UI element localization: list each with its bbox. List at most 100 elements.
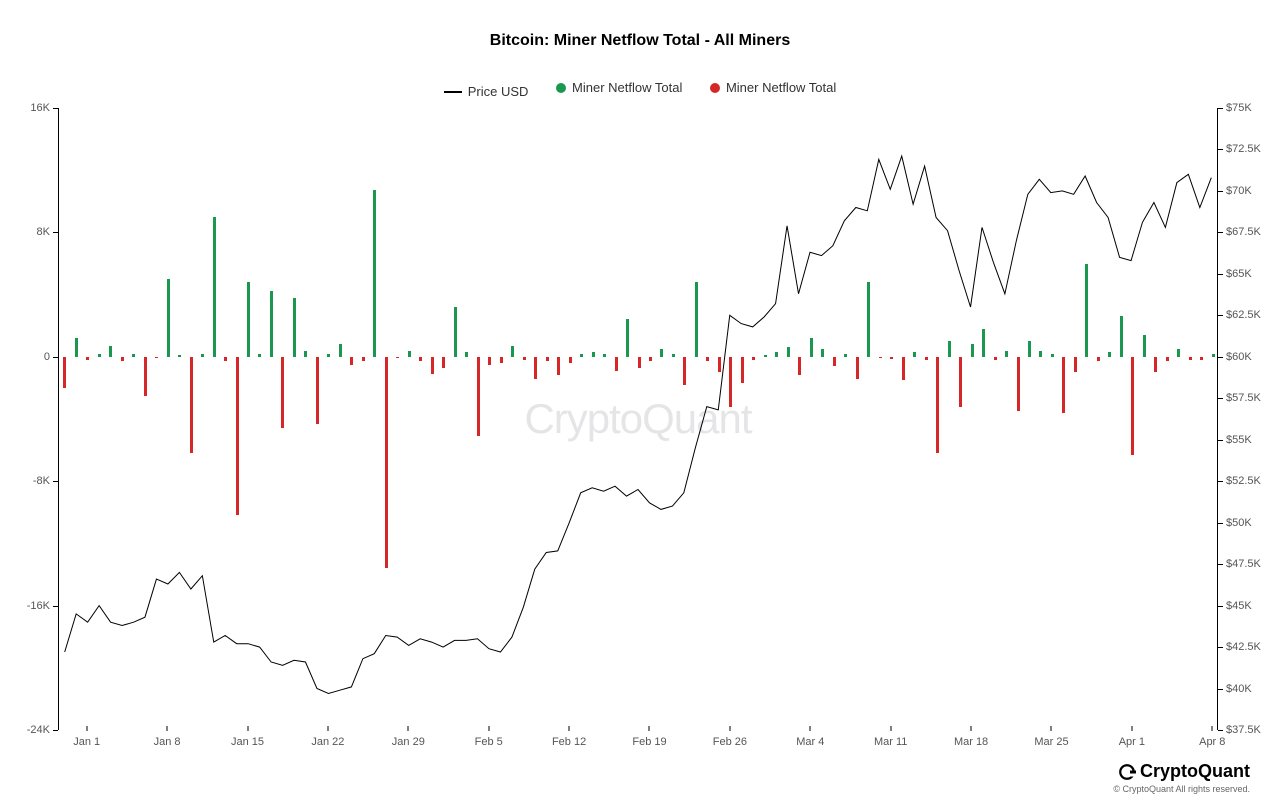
netflow-bar bbox=[247, 282, 250, 357]
plot-area: CryptoQuant bbox=[58, 108, 1218, 730]
x-axis-label: Mar 25 bbox=[1034, 736, 1068, 748]
netflow-bar bbox=[821, 349, 824, 357]
netflow-bar bbox=[890, 357, 893, 359]
netflow-bar bbox=[327, 354, 330, 357]
netflow-bar bbox=[1039, 351, 1042, 357]
y-right-label: $70K bbox=[1226, 185, 1280, 197]
netflow-bar bbox=[63, 357, 66, 388]
y-right-label: $40K bbox=[1226, 683, 1280, 695]
x-axis-label: Feb 19 bbox=[632, 736, 666, 748]
legend-price: Price USD bbox=[444, 84, 529, 99]
netflow-bar bbox=[1051, 354, 1054, 357]
y-left-label: 16K bbox=[0, 102, 50, 114]
legend-netflow-neg: Miner Netflow Total bbox=[710, 80, 836, 95]
footer: CryptoQuant © CryptoQuant All rights res… bbox=[1113, 761, 1250, 794]
y-right-label: $52.5K bbox=[1226, 475, 1280, 487]
netflow-bar bbox=[477, 357, 480, 436]
netflow-bar bbox=[982, 329, 985, 357]
netflow-bar bbox=[1062, 357, 1065, 413]
netflow-bar bbox=[167, 279, 170, 357]
netflow-bar bbox=[293, 298, 296, 357]
netflow-bar bbox=[948, 341, 951, 357]
netflow-bar bbox=[856, 357, 859, 379]
netflow-bar bbox=[373, 190, 376, 356]
netflow-bar bbox=[350, 357, 353, 365]
netflow-bar bbox=[178, 355, 181, 357]
y-right-label: $50K bbox=[1226, 517, 1280, 529]
netflow-bar bbox=[718, 357, 721, 373]
netflow-bar bbox=[902, 357, 905, 380]
netflow-bar bbox=[155, 357, 158, 359]
netflow-bar bbox=[1212, 354, 1215, 357]
netflow-bar bbox=[638, 357, 641, 368]
y-left-label: -8K bbox=[0, 475, 50, 487]
y-right-label: $57.5K bbox=[1226, 392, 1280, 404]
netflow-bar bbox=[844, 354, 847, 357]
y-right-label: $62.5K bbox=[1226, 309, 1280, 321]
netflow-bar bbox=[224, 357, 227, 362]
netflow-bar bbox=[913, 352, 916, 357]
legend-label: Miner Netflow Total bbox=[726, 80, 836, 95]
x-axis-label: Feb 5 bbox=[475, 736, 503, 748]
netflow-bar bbox=[1189, 357, 1192, 360]
netflow-bar bbox=[258, 354, 261, 357]
netflow-bar bbox=[672, 354, 675, 357]
x-axis-label: Apr 8 bbox=[1199, 736, 1225, 748]
netflow-bar bbox=[213, 217, 216, 357]
netflow-bar bbox=[500, 357, 503, 363]
netflow-bar bbox=[144, 357, 147, 396]
netflow-bar bbox=[1200, 357, 1203, 360]
netflow-bar bbox=[971, 344, 974, 356]
x-axis-label: Jan 29 bbox=[392, 736, 425, 748]
y-left-label: 0 bbox=[0, 351, 50, 363]
netflow-bar bbox=[488, 357, 491, 365]
netflow-bar bbox=[546, 357, 549, 362]
netflow-bar bbox=[523, 357, 526, 360]
y-right-label: $42.5K bbox=[1226, 641, 1280, 653]
netflow-bar bbox=[649, 357, 652, 362]
netflow-bar bbox=[511, 346, 514, 357]
plot-inner: CryptoQuant bbox=[59, 108, 1217, 730]
y-left-label: -16K bbox=[0, 600, 50, 612]
netflow-bar bbox=[1074, 357, 1077, 373]
legend-dot-icon bbox=[556, 83, 566, 93]
netflow-bar bbox=[281, 357, 284, 429]
netflow-bar bbox=[339, 344, 342, 356]
footer-brand: CryptoQuant bbox=[1113, 761, 1250, 782]
netflow-bar bbox=[1131, 357, 1134, 455]
x-axis-label: Jan 22 bbox=[311, 736, 344, 748]
y-right-label: $37.5K bbox=[1226, 724, 1280, 736]
netflow-bar bbox=[741, 357, 744, 383]
netflow-bar bbox=[236, 357, 239, 516]
netflow-bar bbox=[695, 282, 698, 357]
brand-icon bbox=[1118, 763, 1136, 781]
netflow-bar bbox=[201, 354, 204, 357]
netflow-bar bbox=[419, 357, 422, 361]
footer-brand-text: CryptoQuant bbox=[1140, 761, 1250, 782]
netflow-bar bbox=[879, 357, 882, 359]
netflow-bar bbox=[1097, 357, 1100, 362]
y-right-label: $65K bbox=[1226, 268, 1280, 280]
netflow-bar bbox=[925, 357, 928, 360]
netflow-bar bbox=[936, 357, 939, 453]
legend-line-icon bbox=[444, 91, 462, 93]
netflow-bar bbox=[683, 357, 686, 385]
netflow-bar bbox=[810, 338, 813, 357]
legend-netflow-pos: Miner Netflow Total bbox=[556, 80, 682, 95]
netflow-bar bbox=[626, 319, 629, 356]
netflow-bar bbox=[798, 357, 801, 376]
price-line-svg bbox=[59, 108, 1217, 730]
netflow-bar bbox=[1028, 341, 1031, 357]
y-right-label: $67.5K bbox=[1226, 226, 1280, 238]
netflow-bar bbox=[442, 357, 445, 368]
netflow-bar bbox=[764, 355, 767, 357]
x-axis-label: Mar 18 bbox=[954, 736, 988, 748]
chart-title: Bitcoin: Miner Netflow Total - All Miner… bbox=[0, 32, 1280, 50]
legend-dot-icon bbox=[710, 83, 720, 93]
legend-label: Price USD bbox=[468, 84, 529, 99]
x-axis-label: Mar 4 bbox=[796, 736, 824, 748]
netflow-bar bbox=[385, 357, 388, 568]
y-right-label: $55K bbox=[1226, 434, 1280, 446]
netflow-bar bbox=[752, 357, 755, 360]
netflow-bar bbox=[396, 357, 399, 359]
